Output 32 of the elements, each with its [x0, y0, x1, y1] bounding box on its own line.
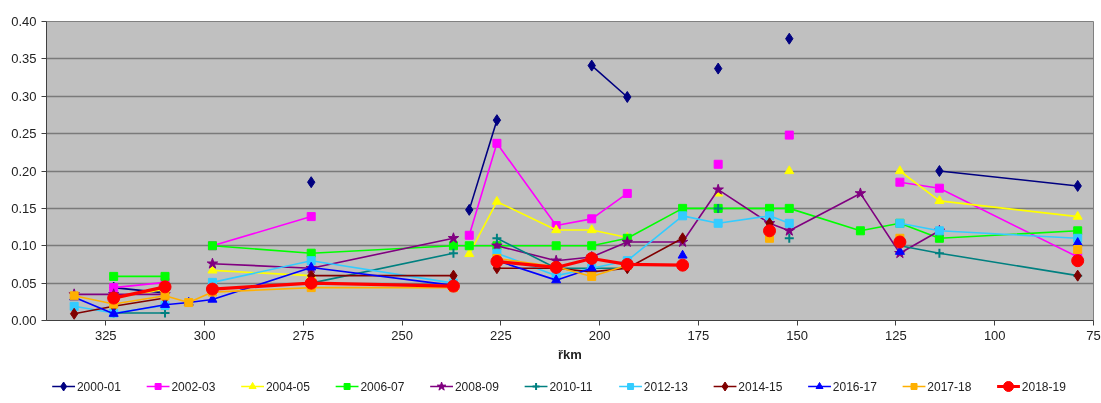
x-tick-label: 100 [983, 327, 1006, 343]
legend-label: 2008-09 [454, 380, 500, 394]
y-tick-label: 0.40 [11, 14, 37, 29]
legend-label: 2012-13 [643, 380, 689, 394]
y-tick-label: 0.15 [11, 200, 37, 216]
legend-label: 2004-05 [265, 380, 311, 394]
legend-label: 2016-17 [832, 380, 878, 394]
x-tick-label: 175 [687, 327, 710, 343]
legend-label: 2017-18 [927, 380, 972, 394]
legend-label: 2000-01 [76, 380, 122, 394]
x-tick-label: 325 [94, 327, 117, 343]
x-tick-label: 125 [885, 327, 907, 343]
legend-label: 2002-03 [171, 380, 216, 394]
y-tick-label: 0.00 [11, 313, 37, 328]
x-tick-label: 150 [786, 327, 809, 343]
y-tick-label: 0.35 [11, 51, 37, 67]
legend-label: 2006-07 [360, 380, 405, 394]
y-tick-label: 0.30 [11, 88, 37, 104]
legend-label: 2010-11 [549, 380, 593, 394]
x-tick-label: 275 [292, 327, 315, 343]
x-tick-label: 75 [1086, 327, 1101, 343]
y-tick-label: 0.05 [11, 275, 37, 291]
x-tick-label: 250 [391, 327, 413, 343]
x-tick-label: 300 [193, 327, 216, 343]
y-tick-label: 0.20 [11, 163, 37, 179]
x-axis-title: řkm [558, 346, 582, 362]
legend-label: 2014-15 [738, 380, 783, 394]
x-tick-label: 225 [490, 327, 512, 343]
legend-label: 2018-19 [1021, 380, 1067, 394]
x-tick-label: 200 [588, 327, 611, 343]
y-tick-label: 0.25 [11, 126, 37, 142]
y-tick-label: 0.10 [11, 238, 37, 254]
